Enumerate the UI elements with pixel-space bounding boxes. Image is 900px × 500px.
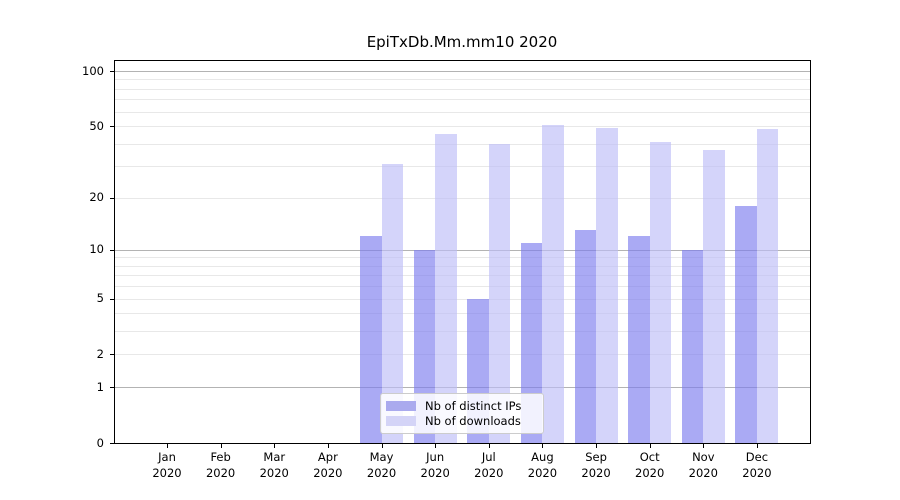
y-tick-mark-20 (110, 197, 114, 199)
gridline-40 (115, 143, 810, 145)
y-tick-label-2: 2 (96, 346, 104, 361)
y-tick-mark-1 (110, 387, 114, 389)
x-tick-label-apr: Apr 2020 (313, 450, 343, 480)
y-tick-label-1: 1 (96, 379, 104, 394)
x-tick-mark-sep (596, 444, 598, 448)
y-tick-mark-5 (110, 298, 114, 300)
plot-area: Nb of distinct IPs Nb of downloads (114, 60, 811, 444)
x-tick-label-feb: Feb 2020 (205, 450, 236, 480)
x-tick-label-jul: Jul 2020 (474, 450, 504, 480)
x-tick-label-mar: Mar 2020 (259, 450, 289, 480)
x-tick-mark-aug (542, 444, 544, 448)
x-tick-mark-nov (703, 444, 705, 448)
y-tick-mark-10 (110, 249, 114, 251)
gridline-50 (115, 126, 810, 128)
bar-downloads-oct (649, 141, 672, 443)
bar-downloads-sep (596, 127, 618, 443)
gridline-60 (115, 111, 810, 113)
chart-title: EpiTxDb.Mm.mm10 2020 (366, 33, 558, 51)
y-tick-label-50: 50 (89, 118, 104, 133)
x-tick-label-may: May 2020 (366, 450, 397, 480)
gridline-3 (115, 331, 810, 333)
x-tick-label-sep: Sep 2020 (581, 450, 611, 480)
x-tick-label-aug: Aug 2020 (527, 450, 558, 480)
gridline-80 (115, 88, 810, 90)
x-tick-label-dec: Dec 2020 (742, 450, 772, 480)
x-tick-label-oct: Oct 2020 (635, 450, 665, 480)
bar-distinct-ips-oct (628, 236, 650, 443)
gridline-20 (115, 197, 810, 199)
x-tick-label-jun: Jun 2020 (420, 450, 450, 480)
x-tick-mark-jun (435, 444, 437, 448)
bar-distinct-ips-aug (520, 242, 543, 443)
gridline-1 (115, 387, 810, 389)
x-tick-mark-dec (756, 444, 758, 448)
legend: Nb of distinct IPs Nb of downloads (380, 393, 544, 434)
y-tick-mark-2 (110, 354, 114, 356)
bar-downloads-may (381, 163, 404, 443)
y-tick-label-20: 20 (89, 190, 104, 205)
legend-swatch-distinct-ips (386, 400, 416, 411)
x-tick-mark-feb (220, 444, 222, 448)
bar-distinct-ips-may (360, 236, 382, 443)
gridline-6 (115, 286, 810, 288)
gridline-70 (115, 99, 810, 101)
x-tick-label-jan: Jan 2020 (152, 450, 182, 480)
y-tick-label-10: 10 (89, 242, 104, 257)
legend-label-distinct-ips: Nb of distinct IPs (425, 398, 522, 413)
bar-downloads-nov (703, 149, 725, 443)
gridline-8 (115, 265, 810, 267)
legend-swatch-downloads (386, 416, 416, 427)
y-tick-label-100: 100 (82, 63, 104, 78)
y-tick-label-0: 0 (96, 435, 104, 450)
gridline-90 (115, 79, 810, 81)
bar-distinct-ips-dec (735, 205, 757, 443)
y-tick-label-5: 5 (96, 291, 104, 306)
y-tick-mark-100 (110, 71, 114, 72)
x-tick-mark-oct (649, 444, 651, 448)
legend-item-distinct-ips: Nb of distinct IPs (386, 398, 537, 413)
x-tick-mark-apr (327, 444, 329, 448)
legend-label-downloads: Nb of downloads (425, 414, 521, 429)
bar-downloads-jun (435, 134, 457, 443)
x-tick-mark-mar (274, 444, 276, 448)
gridline-30 (115, 166, 810, 168)
bar-downloads-aug (542, 124, 564, 443)
gridline-7 (115, 275, 810, 277)
y-tick-mark-50 (110, 126, 114, 128)
x-tick-mark-jan (167, 444, 168, 448)
gridline-10 (115, 249, 810, 251)
x-tick-mark-may (381, 444, 383, 448)
gridline-100 (115, 71, 810, 72)
bar-distinct-ips-sep (574, 230, 597, 443)
x-tick-mark-jul (488, 444, 490, 448)
bar-downloads-dec (756, 129, 779, 443)
gridline-9 (115, 257, 810, 259)
gridline-4 (115, 313, 810, 315)
legend-item-downloads: Nb of downloads (386, 414, 537, 429)
bar-downloads-jul (488, 143, 511, 443)
y-tick-mark-0 (110, 443, 114, 444)
gridline-2 (115, 354, 810, 356)
x-tick-label-nov: Nov 2020 (688, 450, 718, 480)
bar-distinct-ips-nov (681, 249, 704, 443)
gridline-5 (115, 298, 810, 300)
